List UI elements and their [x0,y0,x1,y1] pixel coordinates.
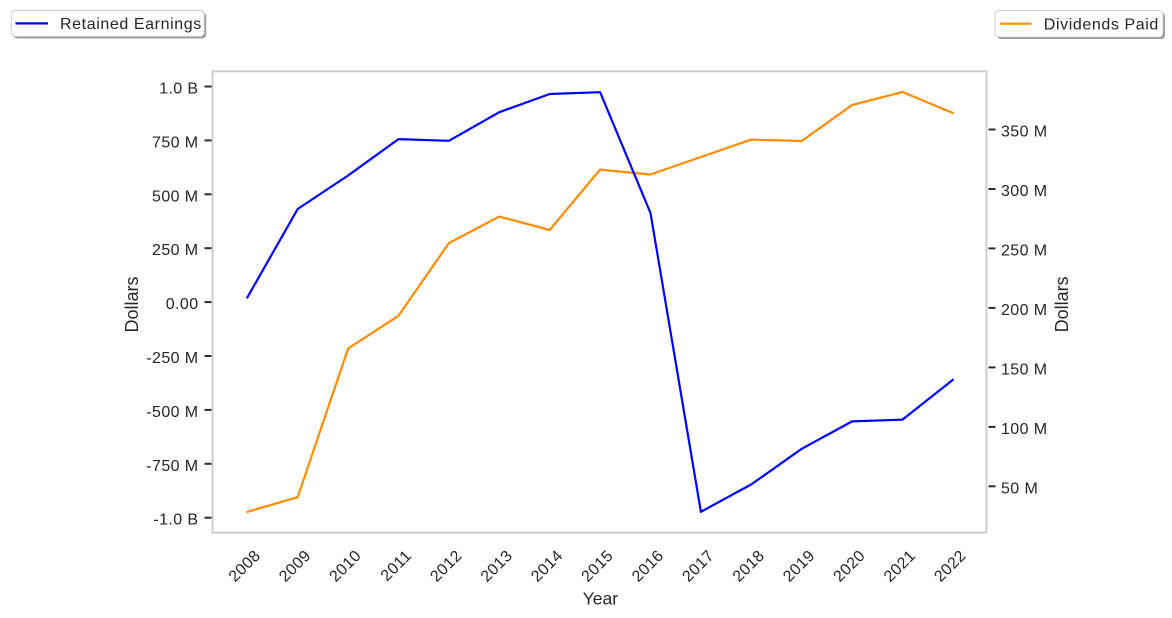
svg-text:2021: 2021 [881,547,919,585]
svg-text:2022: 2022 [931,547,969,585]
svg-text:0.00: 0.00 [166,296,199,313]
svg-text:-250 M: -250 M [146,350,198,367]
svg-text:100 M: 100 M [1001,421,1047,438]
svg-text:350 M: 350 M [1001,124,1047,141]
svg-text:1.0 B: 1.0 B [159,81,198,98]
svg-text:200 M: 200 M [1001,302,1047,319]
svg-text:-1.0 B: -1.0 B [153,512,198,529]
svg-text:Dollars: Dollars [1052,276,1072,332]
svg-text:2008: 2008 [226,547,264,585]
svg-text:2020: 2020 [831,547,869,585]
svg-text:2012: 2012 [427,547,465,585]
svg-text:250 M: 250 M [152,242,198,259]
svg-text:500 M: 500 M [152,188,198,205]
svg-text:2014: 2014 [528,547,566,585]
svg-text:2018: 2018 [730,547,768,585]
svg-text:2017: 2017 [679,547,717,585]
svg-text:Retained Earnings: Retained Earnings [60,16,202,33]
svg-text:Dividends Paid: Dividends Paid [1044,16,1159,33]
svg-text:2009: 2009 [276,547,314,585]
svg-text:250 M: 250 M [1001,242,1047,259]
svg-text:150 M: 150 M [1001,361,1047,378]
svg-text:50 M: 50 M [1001,480,1038,497]
svg-text:300 M: 300 M [1001,183,1047,200]
svg-text:2015: 2015 [579,547,617,585]
svg-text:2016: 2016 [629,547,667,585]
svg-text:750 M: 750 M [152,134,198,151]
svg-text:-500 M: -500 M [146,404,198,421]
svg-text:2011: 2011 [378,547,415,584]
svg-text:Dollars: Dollars [122,276,142,332]
svg-text:-750 M: -750 M [146,458,198,475]
svg-text:Year: Year [583,588,619,608]
svg-text:2019: 2019 [780,547,818,585]
svg-text:2010: 2010 [327,547,365,585]
svg-text:2013: 2013 [478,547,516,585]
